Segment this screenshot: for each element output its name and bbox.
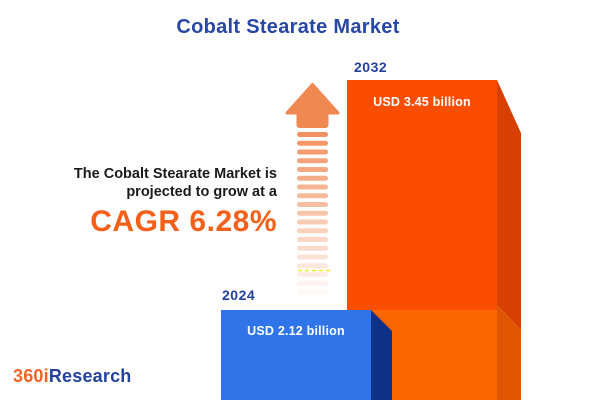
arrow-stripe	[297, 237, 328, 242]
arrow-stripe	[297, 175, 328, 181]
arrow-stripe	[297, 210, 328, 216]
bar-2032-side-top	[497, 80, 521, 330]
arrow-stripe	[297, 263, 328, 269]
bar-2032-front-top	[347, 80, 497, 310]
brand-logo: 360iResearch	[13, 366, 132, 387]
arrow-stripe	[297, 140, 328, 146]
arrow-stripe	[297, 193, 328, 199]
arrow-stripe	[297, 132, 328, 137]
bar-2024-side	[371, 310, 392, 400]
brand-logo-prefix: 360i	[13, 366, 49, 386]
bar-2032-side-bottom	[497, 305, 521, 400]
arrow-stripe	[297, 167, 328, 172]
annotation-line-2: projected to grow at a	[126, 184, 277, 200]
arrow-stripe	[297, 149, 328, 155]
cagr-value: CAGR 6.28%	[90, 205, 277, 238]
growth-arrow-collar	[296, 111, 329, 128]
page-title: Cobalt Stearate Market	[176, 16, 400, 38]
bar-2024-year-label: 2024	[222, 287, 256, 303]
arrow-stripes	[297, 132, 328, 295]
arrow-stripe	[297, 254, 328, 260]
arrow-stripe	[297, 289, 328, 295]
growth-arrow-head-icon	[285, 83, 340, 115]
arrow-stripe	[297, 280, 328, 286]
arrow-stripe	[297, 245, 328, 251]
arrow-stripe	[297, 184, 328, 190]
annotation-line-1: The Cobalt Stearate Market is	[73, 166, 277, 182]
arrow-stripe	[297, 272, 328, 277]
bar-2024-front	[221, 310, 371, 400]
arrow-stripe	[297, 202, 328, 207]
brand-logo-suffix: Research	[48, 366, 132, 386]
arrow-stripe	[297, 219, 328, 225]
arrow-stripe	[297, 158, 328, 164]
bar-2032-value-label: USD 3.45 billion	[373, 95, 471, 109]
bar-2024-value-label: USD 2.12 billion	[247, 324, 345, 338]
annotation-block: The Cobalt Stearate Market is projected …	[0, 165, 277, 239]
arrow-stripe	[297, 228, 328, 234]
bar-2032-year-label: 2032	[354, 59, 388, 75]
